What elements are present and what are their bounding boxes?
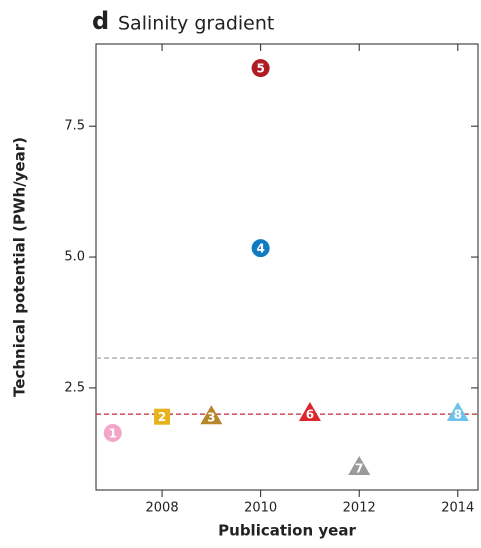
point [154,408,171,425]
y-tick-label: 5.0 [64,250,85,265]
y-tick-label: 2.5 [64,380,85,395]
point-label: 6 [306,408,314,422]
x-tick-label: 2012 [343,501,376,516]
x-axis-label: Publication year [218,522,356,540]
y-axis-label: Technical potential (PWh/year) [11,137,29,397]
point-label: 3 [207,411,215,425]
point-label: 5 [256,62,264,76]
panel-label: d [92,7,109,35]
point-label: 7 [355,461,363,475]
point [251,239,270,258]
point-label: 1 [109,426,117,440]
point-label: 8 [454,408,462,422]
point-label: 4 [256,242,264,256]
plot-frame [95,43,479,491]
point [251,59,270,78]
point [103,423,122,442]
x-tick-label: 2014 [441,501,474,516]
point [298,402,321,422]
point [200,405,223,425]
chart-title: Salinity gradient [118,13,274,35]
point-label: 2 [158,410,166,424]
x-tick-label: 2010 [244,501,277,516]
point [348,455,371,475]
x-tick-label: 2008 [146,501,179,516]
point [446,402,469,422]
y-tick-label: 7.5 [64,119,85,134]
